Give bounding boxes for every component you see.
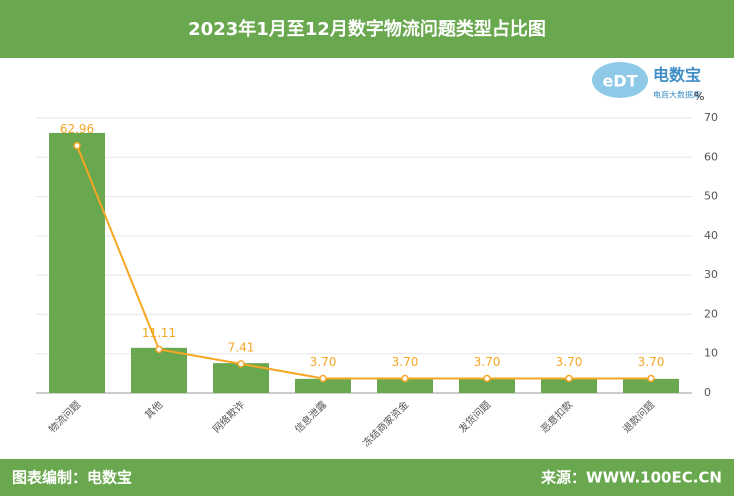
y-tick-label: 20: [704, 307, 718, 320]
bar: [295, 378, 351, 393]
value-label: 7.41: [228, 340, 255, 354]
value-label: 3.70: [310, 355, 337, 369]
y-tick-label: 10: [704, 347, 718, 360]
value-label: 3.70: [474, 355, 501, 369]
header-bar: [0, 0, 734, 58]
value-label: 11.11: [142, 326, 176, 340]
logo-mark: eDT: [602, 72, 637, 91]
bar: [377, 378, 433, 393]
point: [73, 141, 81, 150]
logo-name: 电数宝: [653, 66, 701, 85]
y-tick-label: 30: [704, 268, 718, 281]
y-tick-label: 70: [704, 111, 718, 124]
bar: [541, 378, 597, 393]
point: [647, 374, 655, 383]
bar: [623, 378, 679, 393]
point: [155, 345, 163, 354]
footer-bar: [0, 459, 734, 496]
bar: [131, 347, 187, 393]
point: [401, 374, 409, 383]
logo-sub: 电商大数据库: [653, 90, 701, 100]
footer-right: 来源：WWW.100EC.CN: [540, 469, 722, 487]
y-tick-label: 50: [704, 190, 718, 203]
footer-left: 图表编制：电数宝: [12, 469, 132, 487]
value-label: 3.70: [638, 355, 665, 369]
point: [483, 374, 491, 383]
logo-cloud: [592, 62, 648, 98]
point: [237, 360, 245, 368]
bar: [49, 132, 105, 393]
value-label: 62.96: [60, 122, 94, 136]
point: [319, 374, 327, 383]
value-label: 3.70: [392, 355, 419, 369]
y-tick-label: 0: [704, 386, 711, 399]
line: [76, 145, 651, 380]
y-tick-label: 60: [704, 150, 718, 163]
point: [565, 374, 573, 383]
value-label: 3.70: [556, 355, 583, 369]
y-tick-label: 40: [704, 229, 718, 242]
bar: [459, 378, 515, 393]
unit-label: %: [694, 90, 704, 103]
chart-title: 2023年1月至12月数字物流问题类型占比图: [188, 18, 546, 40]
